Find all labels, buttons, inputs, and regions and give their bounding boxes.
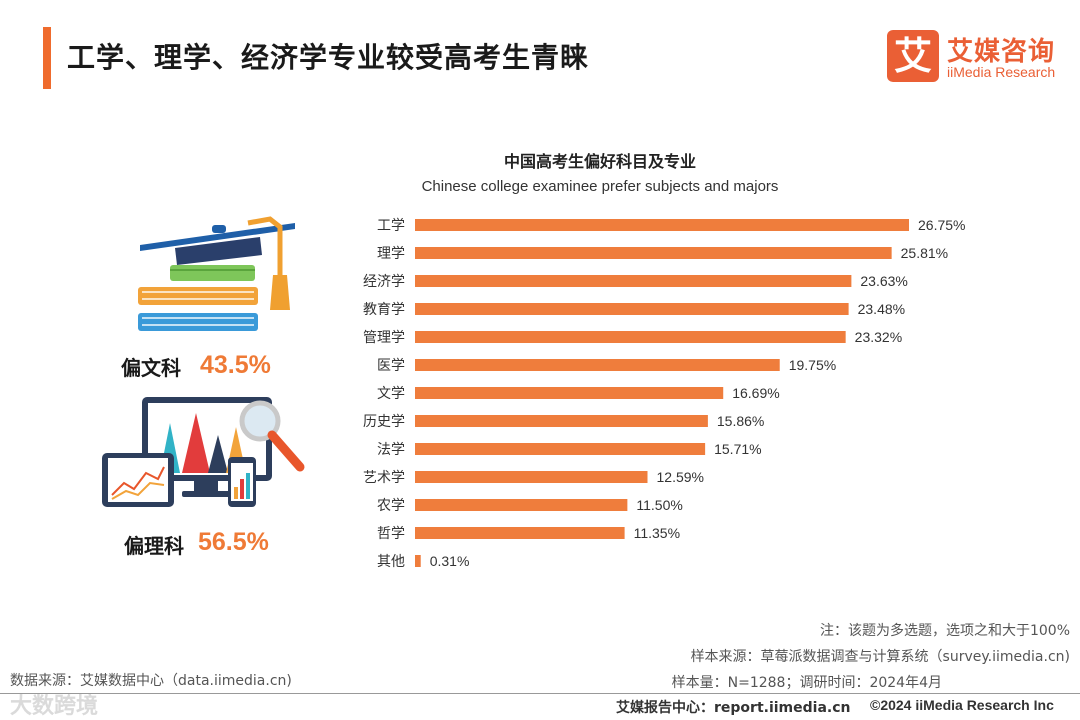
value-label: 19.75% — [789, 357, 836, 373]
liberal-arts-label: 偏文科 — [121, 356, 181, 380]
value-label: 12.59% — [657, 469, 704, 485]
value-label: 11.35% — [634, 525, 680, 541]
category-label: 工学 — [377, 218, 405, 234]
multi-select-note: 注：该题为多选题，选项之和大于100% — [819, 623, 1070, 639]
category-label: 农学 — [377, 498, 405, 514]
bar — [415, 359, 780, 371]
value-label: 11.50% — [636, 497, 682, 513]
bar — [415, 303, 849, 315]
value-label: 23.32% — [855, 329, 902, 345]
category-label: 理学 — [377, 246, 405, 262]
liberal-arts-value: 43.5% — [200, 351, 271, 379]
books-graduation-cap-illustration — [138, 216, 295, 331]
value-label: 0.31% — [430, 553, 470, 569]
value-label: 15.86% — [717, 413, 764, 429]
footer-report-center: 艾媒报告中心：report.iimedia.cn — [616, 700, 851, 716]
bar — [415, 499, 628, 511]
chart-subtitle: Chinese college examinee prefer subjects… — [421, 178, 779, 195]
bar — [415, 443, 706, 455]
logo-mark: 艾 — [887, 30, 939, 82]
science-value: 56.5% — [198, 528, 269, 556]
sample-size-note: 样本量：N=1288；调研时间：2024年4月 — [671, 675, 942, 691]
page-title: 工学、理学、经济学专业较受高考生青睐 — [67, 41, 590, 74]
value-label: 25.81% — [901, 245, 948, 261]
bar — [415, 527, 625, 539]
logo-name-en: iiMedia Research — [947, 64, 1056, 80]
bar — [415, 331, 846, 343]
category-label: 历史学 — [363, 414, 405, 430]
value-label: 15.71% — [714, 441, 761, 457]
category-label: 法学 — [377, 442, 405, 458]
logo-name-cn: 艾媒咨询 — [947, 37, 1056, 67]
category-label: 艺术学 — [363, 470, 405, 486]
iimedia-logo: 艾 艾媒咨询 iiMedia Research — [887, 30, 1067, 86]
category-label: 管理学 — [363, 330, 405, 346]
category-label: 经济学 — [363, 274, 405, 290]
chart-title: 中国高考生偏好科目及专业 — [503, 152, 696, 171]
bar — [415, 471, 648, 483]
sample-source-note: 样本来源：草莓派数据调查与计算系统（survey.iimedia.cn) — [690, 649, 1070, 665]
preference-bar-chart: 工学 26.75% 理学 25.81% 经济学 23.63% 教育学 23.48% 管理学 23.… — [363, 217, 965, 570]
analytics-devices-illustration — [102, 397, 305, 507]
bar — [415, 415, 708, 427]
data-source: 数据来源：艾媒数据中心（data.iimedia.cn) — [10, 673, 292, 689]
bar — [415, 219, 909, 231]
watermark: 大数跨境 — [10, 694, 99, 719]
bar — [415, 275, 852, 287]
footer-copyright: ©2024 iiMedia Research Inc — [870, 697, 1054, 713]
category-label: 教育学 — [363, 302, 405, 318]
title-accent-bar — [43, 27, 51, 89]
category-label: 哲学 — [377, 526, 405, 542]
value-label: 23.48% — [858, 301, 905, 317]
value-label: 16.69% — [732, 385, 779, 401]
value-label: 23.63% — [860, 273, 907, 289]
science-label: 偏理科 — [124, 534, 184, 558]
category-label: 其他 — [377, 554, 405, 570]
category-label: 医学 — [377, 358, 405, 374]
bar — [415, 555, 421, 567]
bar — [415, 247, 892, 259]
bar — [415, 387, 724, 399]
footer-divider — [0, 693, 1080, 694]
category-label: 文学 — [377, 386, 405, 402]
value-label: 26.75% — [918, 217, 965, 233]
